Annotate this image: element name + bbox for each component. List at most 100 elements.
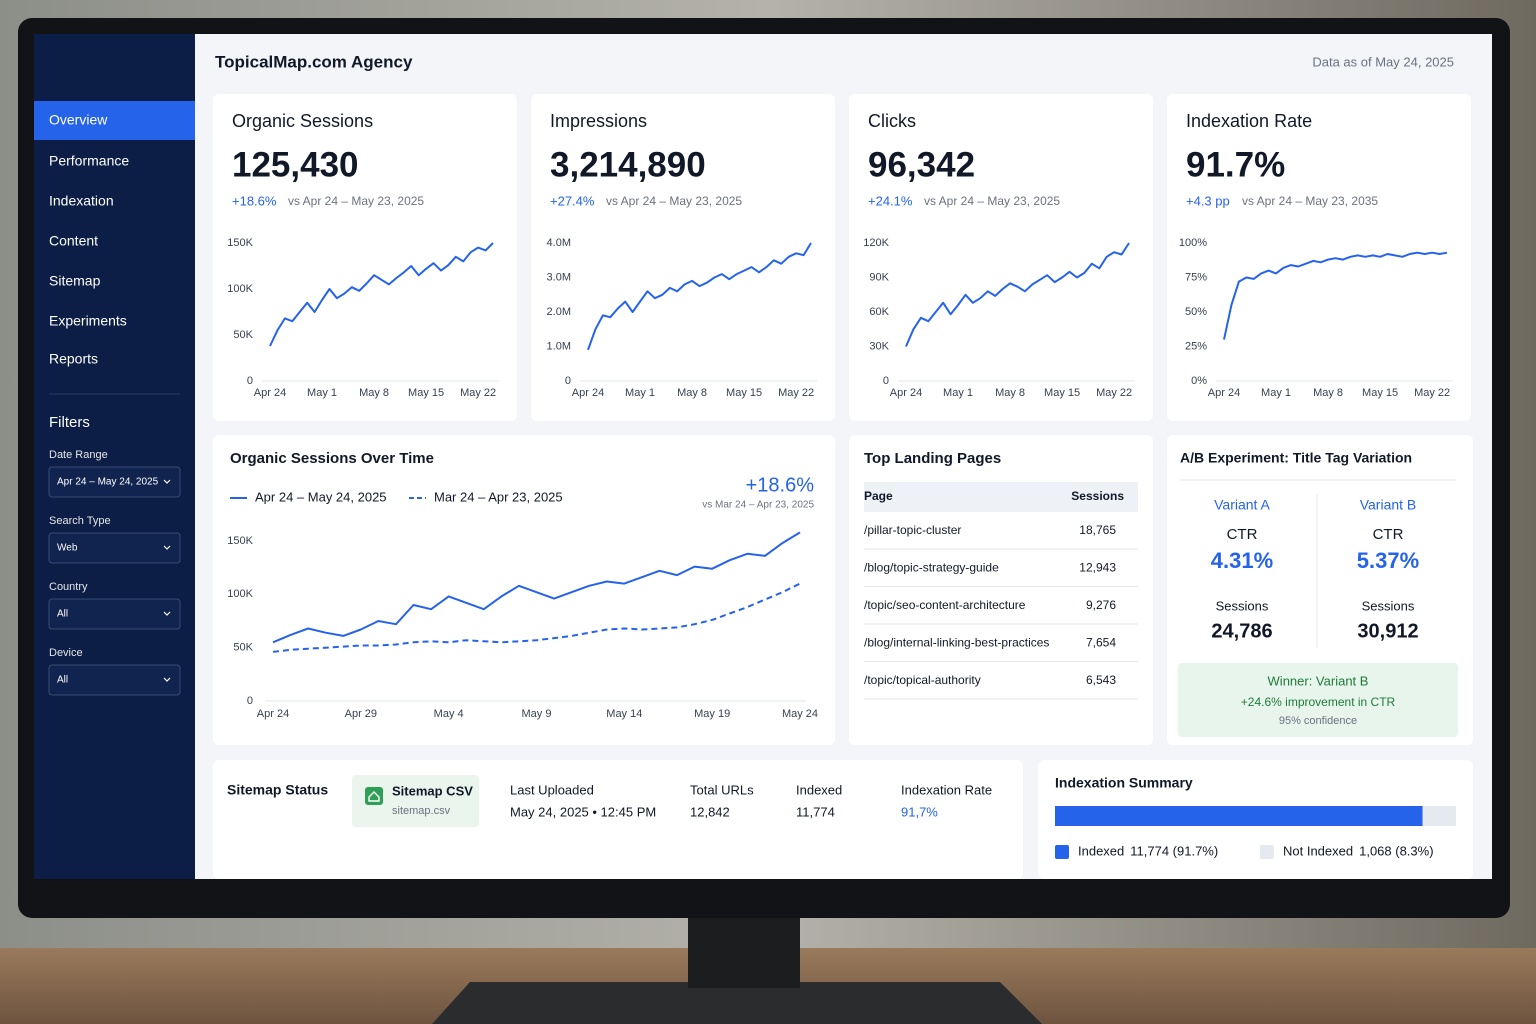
field-value: 12,842 [690, 804, 730, 819]
data-date: Data as of May 24, 2025 [1312, 54, 1454, 69]
field-label: Indexation Rate [901, 782, 992, 797]
kpi-value: 91.7% [1186, 145, 1285, 184]
x-tick-label: May 15 [408, 387, 444, 399]
y-tick-label: 100% [1179, 237, 1207, 249]
value-label: 11,774 (91.7%) [1130, 843, 1218, 858]
kpi-comparison: vs Apr 24 – May 23, 2025 [606, 194, 742, 208]
chevron [163, 545, 171, 550]
variant-sessions: 24,786 [1211, 620, 1272, 642]
confidence: 95% confidence [1279, 715, 1357, 727]
chevron [163, 677, 171, 682]
chart-change: +18.6% [746, 474, 815, 496]
x-tick-label: Apr 24 [1208, 387, 1240, 399]
table-cell[interactable]: /pillar-topic-cluster [864, 523, 961, 537]
kpi-title: Indexation Rate [1186, 111, 1312, 131]
x-tick-label: May 8 [995, 387, 1025, 399]
variant-metric-value: 4.31% [1211, 548, 1273, 573]
x-tick-label: May 1 [1261, 387, 1291, 399]
filter-select[interactable] [48, 532, 181, 564]
x-tick-label: May 15 [1362, 387, 1398, 399]
y-tick-label: 60K [869, 306, 889, 318]
file-icon-glyph [368, 791, 380, 802]
table-cell[interactable]: /topic/topical-authority [864, 673, 981, 687]
card [531, 94, 835, 421]
chevron [163, 611, 171, 616]
filter-select[interactable] [48, 664, 181, 696]
nav-item[interactable]: Indexation [49, 193, 114, 209]
x-tick-label: May 1 [943, 387, 973, 399]
file-title: Sitemap CSV [392, 783, 473, 798]
kpi-value: 96,342 [868, 145, 975, 184]
table-header: Sessions [1071, 489, 1124, 503]
winner-box [1178, 663, 1458, 737]
x-tick-label: May 9 [522, 708, 552, 720]
table-cell[interactable]: /topic/seo-content-architecture [864, 598, 1026, 612]
table-cell: 7,654 [1086, 636, 1116, 650]
sitemap-title: Sitemap Status [227, 782, 328, 798]
table-header-bg [864, 482, 1138, 512]
nav-item[interactable]: Overview [49, 112, 108, 128]
nav-item[interactable]: Experiments [49, 313, 127, 329]
card [213, 760, 1023, 879]
x-tick-label: Apr 29 [345, 708, 377, 720]
nav-item[interactable]: Reports [49, 351, 98, 367]
line-series [272, 582, 801, 653]
filter-select[interactable] [48, 598, 181, 630]
line-series [587, 242, 812, 351]
chart-title: Organic Sessions Over Time [230, 450, 434, 467]
variant-metric: CTR [1373, 526, 1404, 543]
x-tick-label: May 19 [694, 708, 730, 720]
x-tick-label: May 1 [307, 387, 337, 399]
nav-item[interactable]: Content [49, 233, 98, 249]
chevron [163, 479, 171, 484]
legend-label: Indexed [1078, 843, 1124, 858]
kpi-value: 3,214,890 [550, 145, 706, 184]
table-title: Top Landing Pages [864, 450, 1001, 467]
variant-sessions-label: Sessions [1362, 598, 1415, 613]
filter-value: All [57, 609, 68, 620]
filter-label: Date Range [49, 449, 108, 461]
legend-swatch [1055, 845, 1069, 859]
table-cell[interactable]: /blog/internal-linking-best-practices [864, 636, 1049, 650]
winner: Winner: Variant B [1268, 673, 1369, 688]
kpi-comparison: vs Apr 24 – May 23, 2025 [924, 194, 1060, 208]
x-tick-label: May 15 [726, 387, 762, 399]
y-tick-label: 30K [869, 340, 889, 352]
filter-value: All [57, 675, 68, 686]
filters-title: Filters [49, 414, 90, 431]
kpi-comparison: vs Apr 24 – May 23, 2035 [1242, 194, 1378, 208]
filter-select[interactable] [48, 466, 181, 498]
variant-sessions-label: Sessions [1216, 598, 1269, 613]
x-tick-label: May 22 [460, 387, 496, 399]
nav-item[interactable]: Performance [49, 153, 129, 169]
nav-item[interactable]: Sitemap [49, 273, 101, 289]
y-tick-label: 100K [227, 588, 253, 600]
file-box [352, 775, 479, 827]
x-tick-label: May 15 [1044, 387, 1080, 399]
bar-segment [1055, 806, 1423, 826]
file-icon [365, 787, 383, 805]
card [849, 435, 1153, 745]
variant-metric: CTR [1227, 526, 1258, 543]
x-tick-label: May 24 [782, 708, 818, 720]
monitor-base [432, 982, 1042, 1024]
field-label: Total URLs [690, 782, 754, 797]
value-label: 1,068 (8.3%) [1359, 843, 1433, 858]
y-tick-label: 0 [247, 375, 253, 387]
y-tick-label: 50K [233, 329, 253, 341]
legend-swatch [1260, 845, 1274, 859]
monitor-neck [688, 912, 800, 988]
legend-label: Not Indexed [1283, 843, 1353, 858]
line-series [272, 531, 801, 644]
y-tick-label: 50% [1185, 306, 1207, 318]
table-cell[interactable]: /blog/topic-strategy-guide [864, 561, 999, 575]
field-label: Last Uploaded [510, 782, 594, 797]
filter-label: Device [49, 647, 83, 659]
chart-comparison: vs Mar 24 – Apr 23, 2025 [702, 500, 814, 511]
kpi-title: Clicks [868, 111, 916, 131]
table-cell: 12,943 [1079, 561, 1116, 575]
card [849, 94, 1153, 421]
x-tick-label: Apr 24 [572, 387, 604, 399]
variant-metric-value: 5.37% [1357, 548, 1419, 573]
